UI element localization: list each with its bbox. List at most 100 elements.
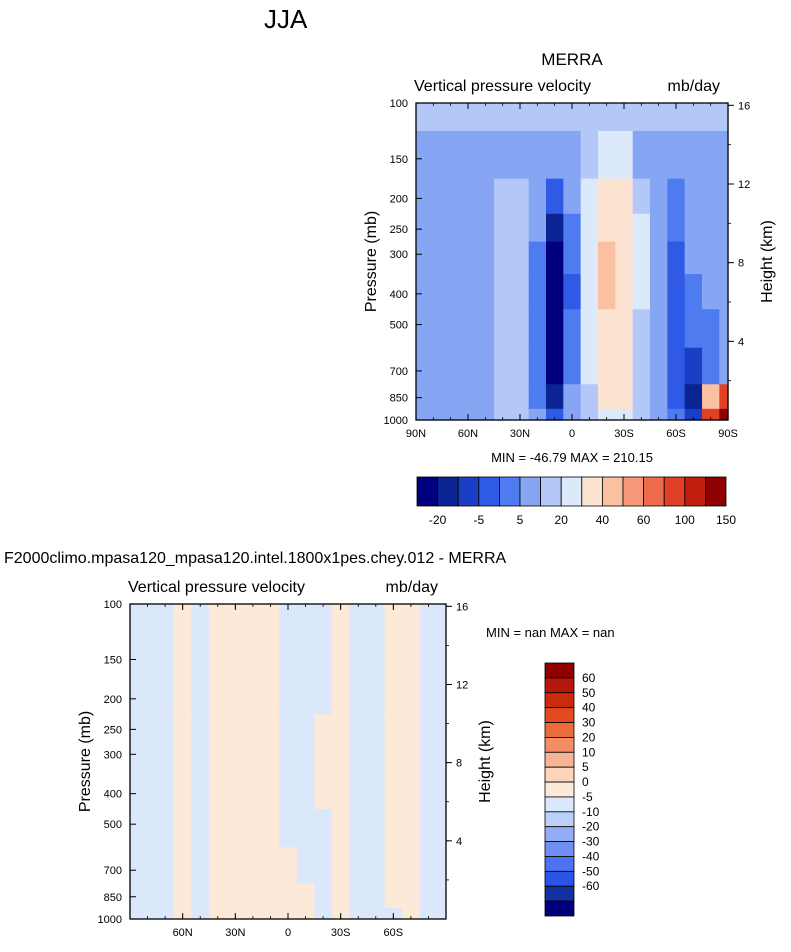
diff-cell — [244, 847, 263, 885]
diff-cell — [419, 714, 438, 743]
diff-cell — [244, 773, 263, 810]
merra-cell — [528, 347, 547, 385]
merra-cell — [511, 384, 530, 410]
merra-cell — [528, 384, 547, 410]
merra-colorbar-box — [663, 476, 686, 507]
merra-colorbar-label: 40 — [596, 513, 610, 527]
diff-cell — [226, 631, 245, 680]
merra-cell — [580, 213, 599, 243]
diff-cell — [261, 714, 280, 743]
diff-ylabel-right: Height (km) — [477, 720, 494, 803]
merra-cell — [494, 384, 512, 410]
merra-cell — [650, 241, 668, 275]
diff-cell — [314, 847, 333, 885]
merra-cell — [632, 274, 651, 310]
merra-cell — [476, 347, 495, 385]
diff-cell — [209, 907, 228, 920]
merra-cell — [684, 130, 703, 180]
merra-cell — [546, 384, 564, 410]
diff-cell — [349, 631, 368, 680]
diff-cell — [296, 679, 315, 715]
diff-cell — [279, 773, 298, 810]
merra-cell — [442, 309, 460, 349]
merra-cell — [702, 178, 720, 215]
diff-cell — [138, 808, 157, 848]
merra-cell — [476, 130, 495, 180]
diff-cell — [349, 808, 368, 848]
diff-cell — [331, 883, 351, 909]
merra-colorbar-label: 60 — [637, 513, 651, 527]
diff-cell — [209, 604, 228, 633]
merra-cell — [684, 241, 703, 275]
merra-cell — [563, 274, 582, 310]
merra-ylabel: Pressure (mb) — [363, 211, 380, 312]
merra-cell — [667, 241, 686, 275]
merra-ytick-label: 400 — [390, 289, 408, 301]
merra-cell — [511, 241, 530, 275]
merra-colorbar-label: 5 — [517, 513, 524, 527]
merra-cell — [719, 213, 729, 243]
diff-cell — [402, 741, 421, 775]
diff-colorbar-label: 0 — [582, 775, 589, 789]
diff-cell — [296, 714, 315, 743]
diff-colorbar-box — [544, 781, 575, 798]
diff-cell — [261, 773, 280, 810]
merra-cell — [580, 178, 599, 215]
diff-ytick-right-label: 16 — [456, 601, 468, 613]
diff-cell — [296, 907, 315, 920]
merra-cell — [459, 347, 478, 385]
merra-colorbar-box — [560, 476, 583, 507]
diff-cell — [226, 808, 245, 848]
diff-ytick-label: 300 — [104, 749, 122, 761]
merra-cell — [667, 384, 686, 410]
diff-cell — [314, 741, 333, 775]
merra-cell — [580, 408, 599, 421]
diff-colorbar-box — [544, 826, 575, 842]
merra-colorbar-label: 100 — [675, 513, 695, 527]
diff-cell — [226, 679, 245, 715]
merra-cell — [424, 274, 443, 310]
diff-xtick-label: 0 — [285, 927, 291, 939]
merra-colorbar: -20 -5 5 20 40 60 100 150 — [416, 476, 736, 527]
merra-cell — [632, 213, 651, 243]
diff-cell — [244, 714, 263, 743]
merra-cell — [442, 347, 460, 385]
diff-cell — [138, 907, 157, 920]
diff-cell — [314, 907, 333, 920]
merra-cell — [632, 408, 651, 421]
diff-cell — [173, 714, 193, 743]
merra-cell — [719, 384, 729, 410]
merra-cell — [615, 213, 634, 243]
merra-cell — [598, 178, 616, 215]
merra-cell — [598, 309, 616, 349]
merra-cell — [632, 241, 651, 275]
diff-cell — [437, 883, 447, 909]
diff-cell — [173, 631, 193, 680]
diff-colorbar-box — [544, 677, 575, 694]
merra-cell — [546, 347, 564, 385]
diff-cell — [226, 847, 245, 885]
diff-cell — [296, 808, 315, 848]
diff-colorbar-box — [544, 841, 575, 857]
merra-colorbar-box — [705, 476, 727, 507]
merra-ytick-label: 1000 — [384, 415, 408, 427]
diff-cell — [331, 679, 351, 715]
diff-cell — [279, 808, 298, 848]
merra-cell — [416, 384, 426, 410]
merra-cell — [719, 130, 729, 180]
merra-cell — [424, 408, 443, 421]
diff-cell — [279, 741, 298, 775]
diff-cell — [279, 679, 298, 715]
diff-cell — [349, 847, 368, 885]
diff-colorbar-box — [544, 885, 575, 902]
diff-cell — [384, 773, 403, 810]
merra-cell — [684, 213, 703, 243]
diff-colorbar-label: 20 — [582, 730, 596, 744]
merra-cell — [511, 213, 530, 243]
merra-cell — [494, 103, 512, 132]
merra-cell — [667, 347, 686, 385]
diff-contour-fill — [130, 604, 447, 920]
merra-cell — [459, 309, 478, 349]
diff-cell — [367, 883, 386, 909]
diff-ytick-right-label: 4 — [456, 836, 462, 848]
